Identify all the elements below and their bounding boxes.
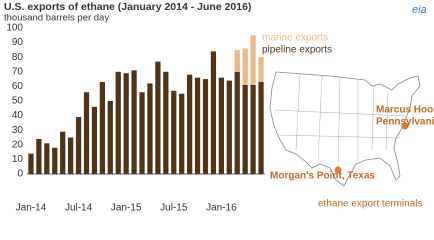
bar [28, 153, 34, 174]
bar [68, 137, 74, 174]
bar [123, 73, 129, 174]
bar [171, 90, 177, 174]
bar [226, 80, 232, 174]
bar [60, 131, 66, 174]
bar [115, 71, 121, 174]
annotation: Pennsylvania [376, 117, 434, 128]
bar [91, 106, 98, 174]
x-tick-label: Jan-14 [16, 203, 47, 214]
x-tick-label: Jul-15 [160, 203, 188, 214]
bar [250, 35, 256, 85]
y-tick-label: 90 [12, 37, 24, 48]
annotation: Morgan's Point, Texas [270, 171, 375, 182]
bar [147, 83, 153, 174]
chart-title: U.S. exports of ethane (January 2014 - J… [4, 1, 251, 13]
bar [139, 92, 145, 174]
y-tick-label: 30 [12, 125, 24, 136]
bar [83, 92, 90, 174]
y-tick-label: 40 [12, 110, 24, 121]
bar [163, 71, 169, 174]
bar [179, 93, 185, 174]
bar [234, 49, 240, 72]
bar [250, 84, 256, 174]
terminal-marker [334, 166, 342, 174]
bar [36, 138, 42, 174]
x-tick-label: Jul-14 [65, 203, 93, 214]
bar [218, 77, 224, 174]
y-tick-label: 100 [6, 23, 23, 34]
legend-label: marine exports [262, 33, 328, 44]
legend-label: pipeline exports [262, 45, 332, 56]
bar [52, 147, 58, 174]
state-lines [273, 73, 407, 171]
bar [155, 61, 161, 174]
y-tick-label: 10 [12, 154, 24, 165]
bar [75, 117, 82, 174]
x-tick-label: Jan-16 [206, 203, 237, 214]
bar [187, 74, 193, 174]
y-tick-label: 60 [12, 81, 24, 92]
y-tick-label: 0 [17, 169, 23, 180]
bar [242, 84, 248, 174]
terminal-marker [401, 122, 409, 130]
y-tick-label: 20 [12, 139, 24, 150]
bar [194, 77, 201, 174]
chart: U.S. exports of ethane (January 2014 - J… [4, 1, 434, 214]
bar [99, 82, 105, 174]
x-tick-label: Jan-15 [111, 203, 142, 214]
bar [234, 71, 240, 174]
y-tick-label: 80 [12, 52, 24, 63]
bar [210, 51, 217, 174]
logo: eia [412, 4, 427, 16]
bar [107, 101, 113, 174]
bar [131, 70, 137, 174]
annotation: Marcus Hook, [376, 105, 434, 116]
y-tick-label: 50 [12, 96, 24, 107]
us-map [269, 71, 421, 187]
bar [44, 143, 50, 174]
bar [242, 48, 248, 85]
bar [258, 57, 264, 83]
y-tick-label: 70 [12, 66, 24, 77]
annotation: ethane export terminals [318, 199, 423, 210]
bar [258, 82, 264, 174]
bar [202, 79, 209, 174]
chart-subtitle: thousand barrels per day [4, 13, 109, 24]
